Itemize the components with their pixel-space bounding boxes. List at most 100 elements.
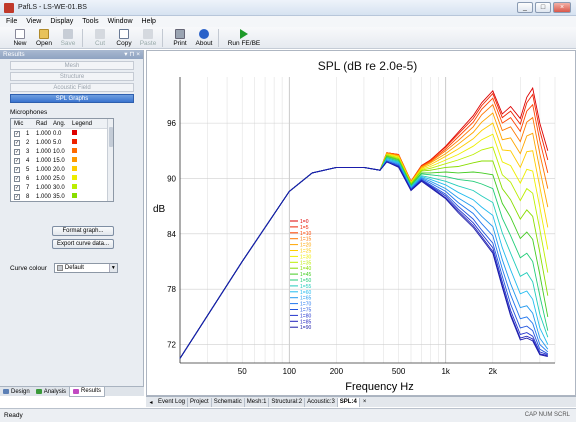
title-bar: PafLS - LS-WE-01.BS _ □ × bbox=[0, 0, 576, 16]
legend-label: 1=15 bbox=[300, 237, 311, 243]
chevron-down-icon[interactable]: ▼ bbox=[108, 264, 117, 272]
analysis-icon bbox=[35, 389, 42, 394]
mic-checkbox[interactable]: ✓ bbox=[14, 157, 20, 164]
spl-graphs-button[interactable]: SPL Graphs bbox=[10, 94, 134, 103]
legend-swatch bbox=[72, 166, 77, 171]
mic-checkbox[interactable]: ✓ bbox=[14, 139, 20, 146]
legend-label: 1=35 bbox=[300, 260, 311, 266]
save-icon bbox=[63, 29, 73, 39]
microphones-label: Microphones bbox=[10, 109, 48, 116]
table-row[interactable]: ✓ 1 1.000 0.0 bbox=[11, 129, 113, 138]
colour-swatch-icon bbox=[56, 265, 63, 271]
legend-label: 1=5 bbox=[300, 225, 309, 231]
col-legend: Legend bbox=[72, 120, 93, 127]
y-axis-label: dB bbox=[153, 204, 166, 215]
menu-file[interactable]: File bbox=[6, 18, 18, 25]
tab-scroll-left-icon[interactable]: ◂ bbox=[149, 399, 153, 406]
menu-window[interactable]: Window bbox=[107, 18, 133, 25]
paste-button[interactable]: Paste bbox=[136, 27, 160, 48]
doc-tab-schematic[interactable]: Schematic bbox=[212, 397, 245, 407]
mic-angle: 5.0 bbox=[53, 139, 62, 146]
legend-label: 1=55 bbox=[300, 284, 311, 290]
acoustic-field-button[interactable]: Acoustic Field bbox=[10, 83, 134, 92]
legend-label: 1=10 bbox=[300, 231, 311, 237]
export-curve-data-button[interactable]: Export curve data... bbox=[52, 239, 114, 249]
legend-label: 1=75 bbox=[300, 308, 311, 314]
toolbar-separator bbox=[162, 29, 166, 47]
mic-radius: 1.000 bbox=[36, 184, 52, 191]
doc-tab-spl-4[interactable]: SPL:4 bbox=[337, 397, 360, 407]
structure-button[interactable]: Structure bbox=[10, 72, 134, 81]
menu-display[interactable]: Display bbox=[50, 18, 74, 25]
table-row[interactable]: ✓ 4 1.000 15.0 bbox=[11, 156, 113, 165]
maximize-button[interactable]: □ bbox=[535, 2, 551, 13]
mic-checkbox[interactable]: ✓ bbox=[14, 184, 20, 191]
tab-design[interactable]: Design bbox=[0, 387, 33, 397]
mic-checkbox[interactable]: ✓ bbox=[14, 175, 20, 182]
scroll-thumb[interactable] bbox=[109, 127, 113, 147]
menu-bar: File View Display Tools Window Help bbox=[0, 16, 576, 27]
table-row[interactable]: ✓ 2 1.000 5.0 bbox=[11, 138, 113, 147]
run-button[interactable]: Run FE/BE bbox=[224, 27, 264, 48]
mic-number: 2 bbox=[26, 139, 30, 146]
mic-angle: 15.0 bbox=[53, 157, 65, 164]
scissors-icon bbox=[95, 29, 105, 39]
mic-checkbox[interactable]: ✓ bbox=[14, 166, 20, 173]
col-mic: Mic bbox=[14, 120, 24, 127]
legend-label: 1=30 bbox=[300, 254, 311, 260]
mic-angle: 20.0 bbox=[53, 166, 65, 173]
menu-tools[interactable]: Tools bbox=[82, 18, 99, 25]
panel-header-tools[interactable]: ▾ ⊓ × bbox=[124, 51, 140, 58]
series-line bbox=[179, 161, 548, 359]
cut-button[interactable]: Cut bbox=[88, 27, 112, 48]
save-button[interactable]: Save bbox=[56, 27, 80, 48]
open-button[interactable]: Open bbox=[32, 27, 56, 48]
mic-radius: 1.000 bbox=[36, 139, 52, 146]
mic-checkbox[interactable]: ✓ bbox=[14, 193, 20, 200]
legend-swatch bbox=[72, 130, 77, 135]
mic-number: 4 bbox=[26, 157, 30, 164]
table-row[interactable]: ✓ 6 1.000 25.0 bbox=[11, 174, 113, 183]
legend-label: 1=20 bbox=[300, 243, 311, 249]
paste-icon bbox=[143, 29, 153, 39]
toolbar-separator bbox=[218, 29, 222, 47]
copy-icon bbox=[119, 29, 129, 39]
close-tab-icon[interactable]: × bbox=[362, 399, 367, 405]
legend-label: 1=40 bbox=[300, 266, 311, 272]
doc-tab-structural-2[interactable]: Structural:2 bbox=[269, 397, 306, 407]
doc-tab-acoustic-3[interactable]: Acoustic:3 bbox=[305, 397, 338, 407]
new-button[interactable]: New bbox=[8, 27, 32, 48]
curve-colour-select[interactable]: Default ▼ bbox=[53, 263, 118, 273]
mic-checkbox[interactable]: ✓ bbox=[14, 130, 20, 137]
doc-tab-event-log[interactable]: Event Log bbox=[156, 397, 189, 407]
table-row[interactable]: ✓ 8 1.000 35.0 bbox=[11, 192, 113, 201]
menu-view[interactable]: View bbox=[26, 18, 42, 25]
mesh-button[interactable]: Mesh bbox=[10, 61, 134, 70]
doc-tab-project[interactable]: Project bbox=[188, 397, 212, 407]
y-tick-label: 72 bbox=[167, 341, 176, 350]
doc-tab-mesh-1[interactable]: Mesh:1 bbox=[245, 397, 270, 407]
mic-radius: 1.000 bbox=[36, 148, 52, 155]
table-scrollbar[interactable] bbox=[107, 119, 113, 201]
table-row[interactable]: ✓ 3 1.000 10.0 bbox=[11, 147, 113, 156]
tab-results[interactable]: Results bbox=[69, 386, 106, 397]
copy-button[interactable]: Copy bbox=[112, 27, 136, 48]
print-button[interactable]: Print bbox=[168, 27, 192, 48]
legend-swatch bbox=[72, 139, 77, 144]
table-row[interactable]: ✓ 5 1.000 20.0 bbox=[11, 165, 113, 174]
panel-tabs: Design Analysis Results bbox=[0, 386, 144, 397]
format-graph-button[interactable]: Format graph... bbox=[52, 226, 114, 236]
legend-swatch bbox=[72, 148, 77, 153]
menu-help[interactable]: Help bbox=[141, 18, 156, 25]
panel-title: Results bbox=[3, 51, 25, 58]
mic-checkbox[interactable]: ✓ bbox=[14, 148, 20, 155]
mic-angle: 35.0 bbox=[53, 193, 65, 200]
about-button[interactable]: About bbox=[192, 27, 216, 48]
minimize-button[interactable]: _ bbox=[517, 2, 533, 13]
tab-analysis[interactable]: Analysis bbox=[33, 387, 69, 397]
table-row[interactable]: ✓ 7 1.000 30.0 bbox=[11, 183, 113, 192]
toolbar: New Open Save Cut Copy Paste Print About… bbox=[0, 27, 576, 49]
close-button[interactable]: × bbox=[553, 2, 571, 13]
y-tick-label: 96 bbox=[167, 119, 176, 128]
status-indicators: CAP NUM SCRL bbox=[524, 412, 570, 418]
